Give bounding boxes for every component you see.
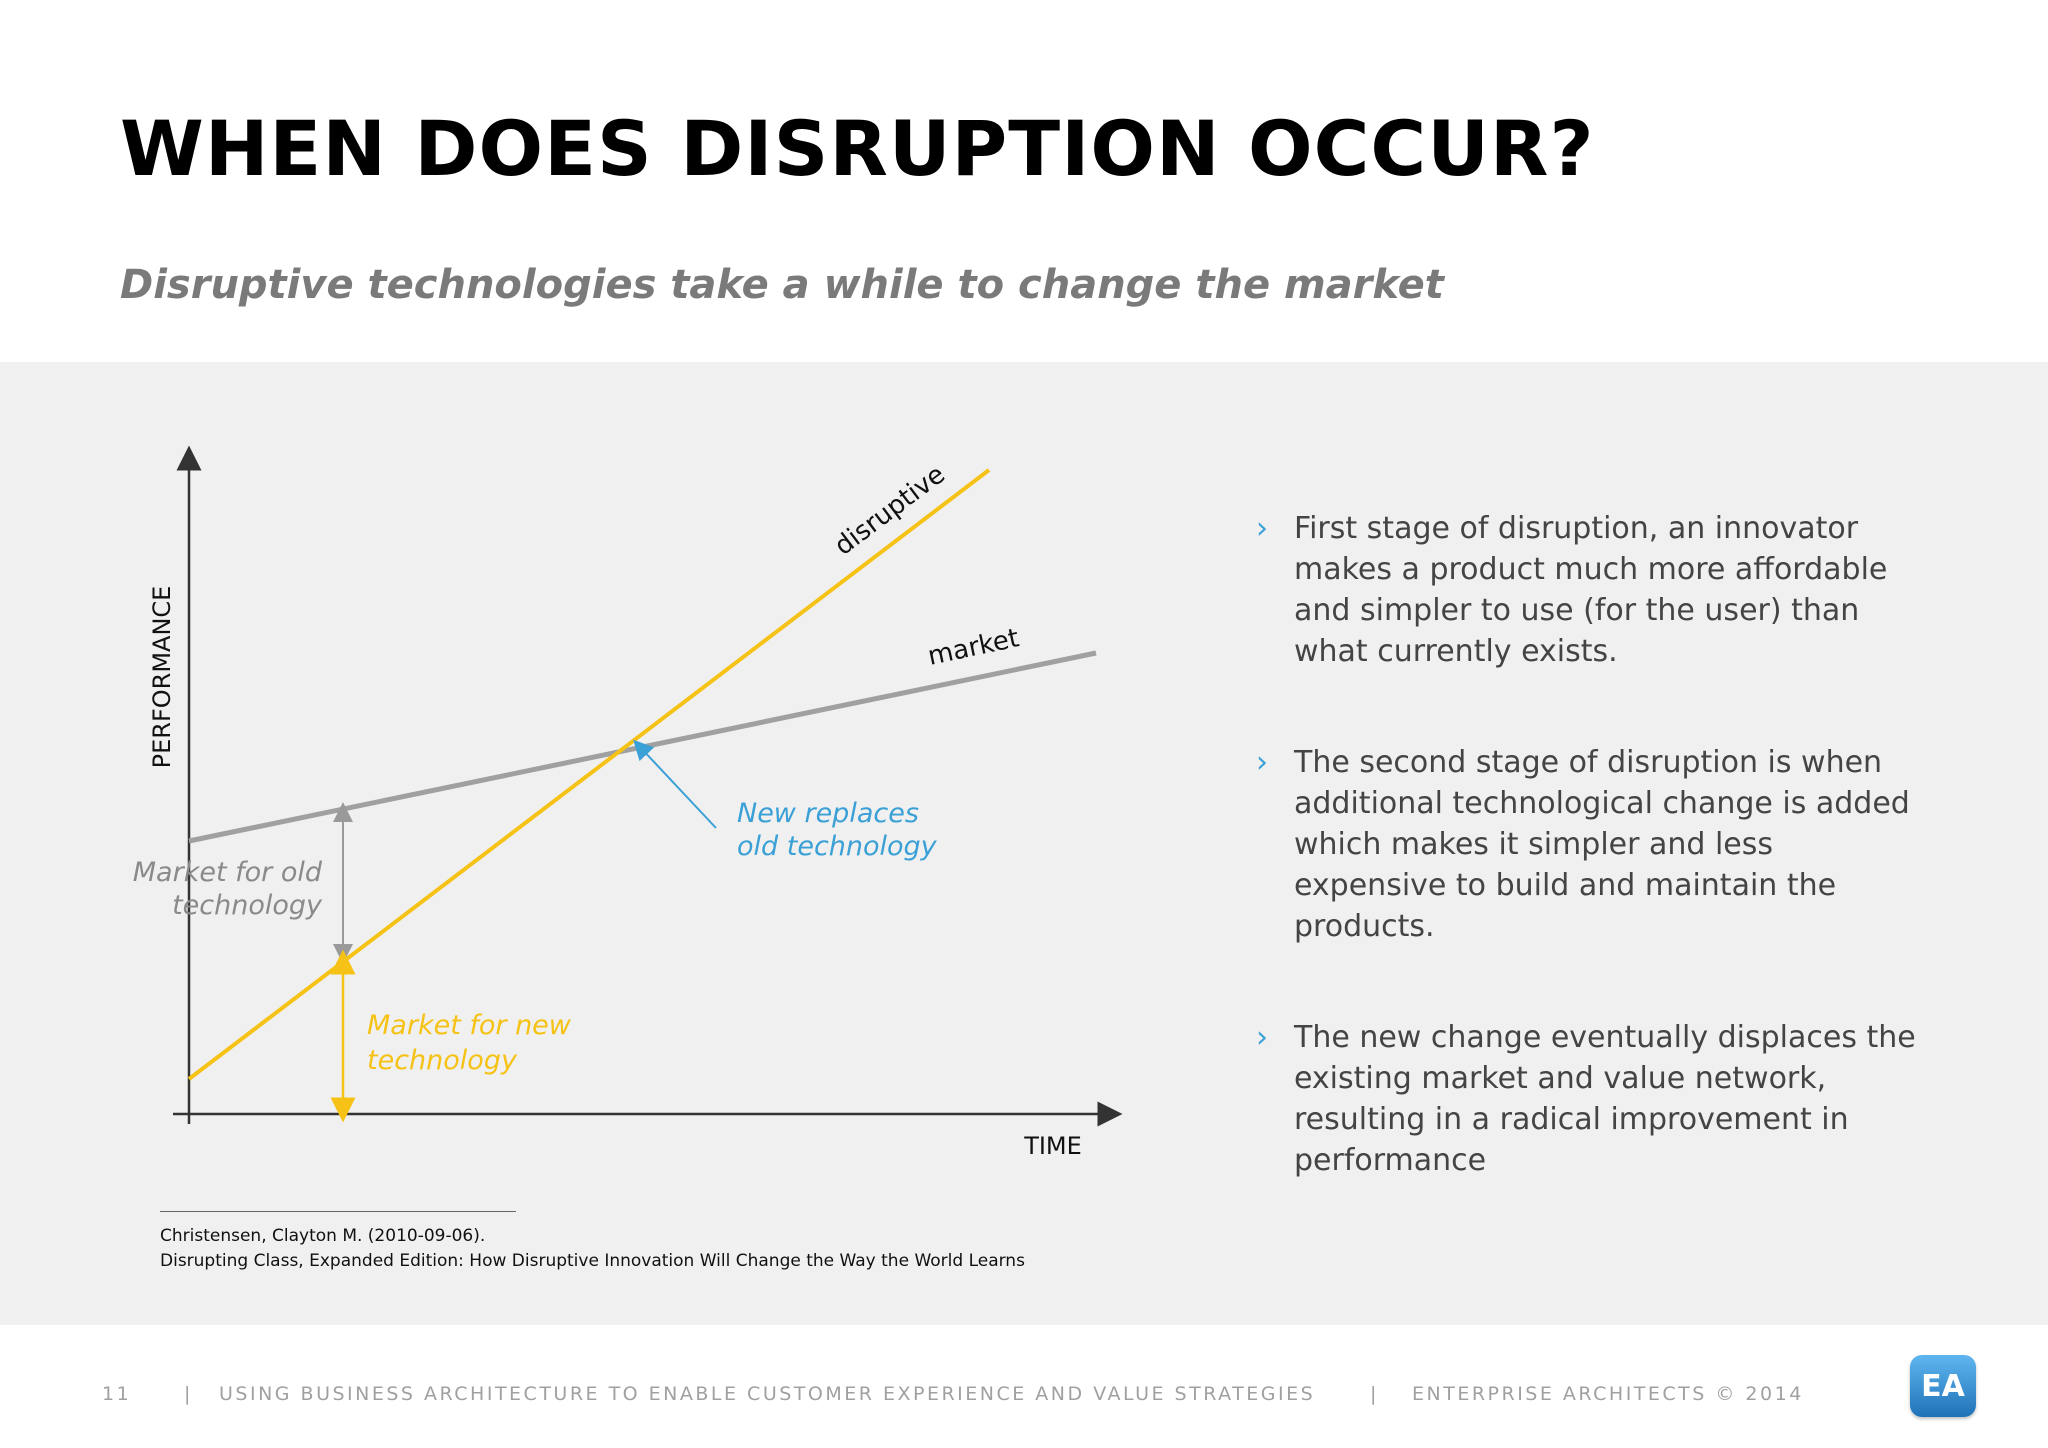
slide-title: WHEN DOES DISRUPTION OCCUR? <box>120 104 1595 193</box>
citation-source: Disrupting Class, Expanded Edition: How … <box>160 1251 1025 1271</box>
bullet-text: The second stage of disruption is when a… <box>1294 745 1910 944</box>
bullet-item: › First stage of disruption, an innovato… <box>1256 508 1916 672</box>
chevron-right-icon: › <box>1256 745 1268 780</box>
footer-separator: | <box>184 1383 193 1405</box>
old-market-annotation-line1: Market for old <box>133 857 323 888</box>
deck-title: USING BUSINESS ARCHITECTURE TO ENABLE CU… <box>219 1383 1316 1405</box>
new-market-annotation-line1: Market for new <box>367 1010 572 1041</box>
citation-author: Christensen, Clayton M. (2010-09-06). <box>160 1226 486 1246</box>
crossover-annotation-line1: New replaces <box>737 798 919 829</box>
chevron-right-icon: › <box>1256 1020 1268 1055</box>
new-market-annotation-line2: technology <box>367 1045 518 1076</box>
y-axis-label: PERFORMANCE <box>148 586 176 769</box>
content-panel: PERFORMANCE TIME disruptive market Marke… <box>0 362 2048 1325</box>
footer: 11 | USING BUSINESS ARCHITECTURE TO ENAB… <box>0 1325 2048 1448</box>
citation-divider <box>160 1211 516 1212</box>
ea-logo: EA <box>1910 1355 1976 1417</box>
old-market-annotation-line2: technology <box>172 890 323 921</box>
disruptive-line <box>187 468 991 1081</box>
disruption-diagram: PERFORMANCE TIME disruptive market Marke… <box>133 445 1123 1160</box>
page-number: 11 <box>102 1383 132 1405</box>
footer-separator: | <box>1370 1383 1379 1405</box>
chevron-right-icon: › <box>1256 511 1268 546</box>
x-axis-label: TIME <box>1023 1132 1082 1160</box>
copyright: ENTERPRISE ARCHITECTS © 2014 <box>1412 1383 1804 1405</box>
crossover-arrow <box>633 739 717 829</box>
bullet-text: First stage of disruption, an innovator … <box>1294 511 1888 669</box>
bullet-item: › The second stage of disruption is when… <box>1256 742 1916 947</box>
citation: Christensen, Clayton M. (2010-09-06). Di… <box>160 1224 1025 1274</box>
market-line-label: market <box>925 623 1022 672</box>
bullet-item: › The new change eventually displaces th… <box>1256 1017 1916 1181</box>
bullet-list: › First stage of disruption, an innovato… <box>1256 508 1916 1251</box>
bullet-text: The new change eventually displaces the … <box>1294 1020 1916 1178</box>
crossover-annotation-line2: old technology <box>737 831 938 862</box>
slide-subtitle: Disruptive technologies take a while to … <box>120 262 1444 308</box>
market-line <box>188 650 1097 844</box>
